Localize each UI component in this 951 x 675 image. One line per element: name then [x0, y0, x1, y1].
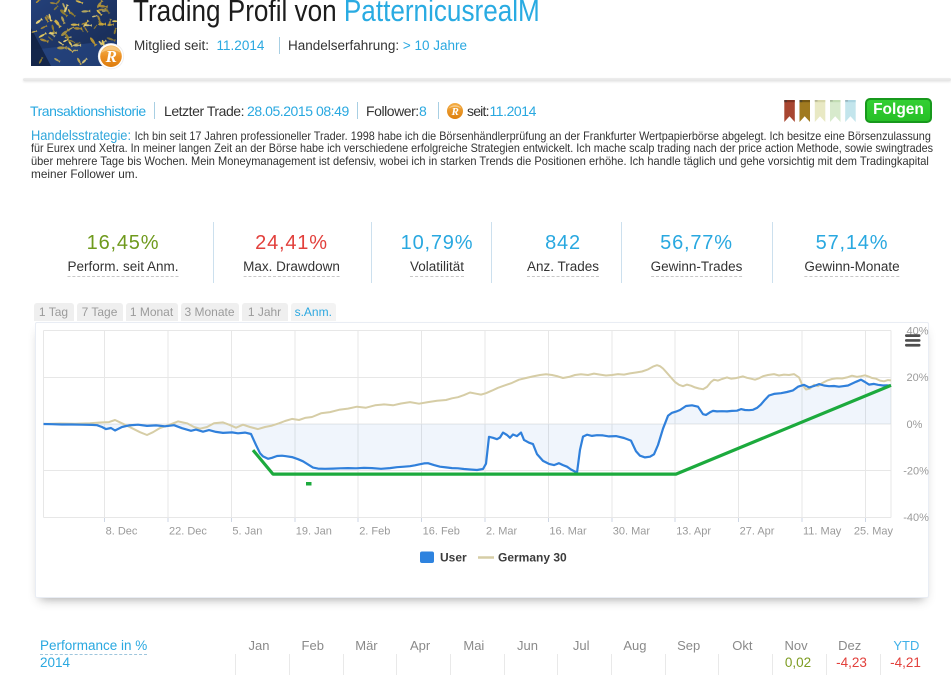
svg-text:20%: 20% [907, 372, 929, 384]
svg-text:13. Apr: 13. Apr [676, 526, 711, 538]
svg-text:25. May: 25. May [854, 526, 894, 538]
svg-text:5. Jan: 5. Jan [232, 526, 262, 538]
svg-text:-40%: -40% [903, 512, 929, 524]
svg-text:R: R [105, 47, 117, 66]
svg-text:User: User [440, 551, 467, 565]
svg-text:16. Mar: 16. Mar [549, 526, 587, 538]
svg-text:R: R [451, 106, 459, 118]
svg-text:27. Apr: 27. Apr [740, 526, 775, 538]
svg-text:2. Mar: 2. Mar [486, 526, 518, 538]
svg-text:8. Dec: 8. Dec [106, 526, 138, 538]
svg-text:19. Jan: 19. Jan [296, 526, 332, 538]
svg-text:-20%: -20% [903, 466, 929, 478]
svg-text:0%: 0% [907, 419, 923, 431]
svg-text:16. Feb: 16. Feb [423, 526, 460, 538]
svg-text:30. Mar: 30. Mar [613, 526, 651, 538]
svg-text:2. Feb: 2. Feb [359, 526, 390, 538]
svg-text:Germany 30: Germany 30 [498, 551, 567, 565]
svg-text:11. May: 11. May [803, 526, 842, 538]
svg-text:22. Dec: 22. Dec [169, 526, 207, 538]
